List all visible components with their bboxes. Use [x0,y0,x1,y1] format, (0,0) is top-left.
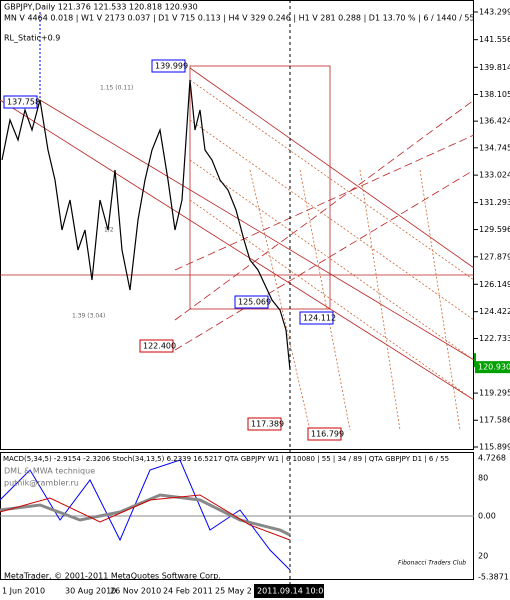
price-label: 126.149 [479,280,510,289]
price-label: 129.596 [479,225,510,234]
price-label: 122.733 [479,334,510,343]
indicator-axis-label: 4.7268 [478,454,506,463]
price-label: 141.556 [479,35,510,44]
indicator-axis-label: 20 [478,552,488,561]
price-box [247,417,282,431]
indicator-axis-label: 80 [478,474,488,483]
price-label: 124.422 [479,307,510,316]
price-box [299,311,334,325]
symbol-line: GBPJPY,Daily 121.376 121.533 120.818 120… [4,3,198,12]
annotation: 1/2 [104,227,114,234]
signal-line [0,494,291,541]
channel-line [39,99,475,361]
volume-bar [474,353,476,368]
date-label: 1 Jun 2010 [2,587,45,596]
price-box-label: 117.389 [251,420,284,429]
date-label: 25 May 2 [215,587,252,596]
price-box [151,59,186,73]
volumes-line: MN V 4464 0.018 | W1 V 2173 0.037 | D1 V… [4,14,475,23]
annotation: 1.15 (0.11) [100,85,133,92]
price-label: 117.586 [479,416,510,425]
copyright: MetaTrader, © 2001-2011 MetaQuotes Softw… [4,572,221,581]
indicator-axis-label: -5.3871 [478,573,509,582]
cursor-time-box [254,584,324,598]
indicator-plot [0,459,474,571]
price-label: 138.105 [479,90,510,99]
channel-line [189,67,475,269]
range-box [189,65,331,310]
price-label: 127.879 [479,252,510,261]
current-price-box [475,361,510,374]
fan-line [189,199,475,401]
channel-line [174,169,475,351]
indicator-axis-label: 0.00 [478,512,496,521]
date-label: 26 Nov 2010 [110,587,161,596]
price-label: 134.745 [479,143,510,152]
channel-line [0,99,475,401]
fan-line [189,119,475,321]
price-box-label: 116.799 [311,430,344,439]
price-box [139,339,174,353]
indicator-title: MACD(5,34,5) -2.9154 -2.3206 Stoch(34,13… [3,455,449,463]
price-label: 119.295 [479,389,510,398]
price-series [1,79,291,371]
email: putnik@rambler.ru [4,479,79,488]
price-label: 131.293 [479,198,510,207]
price-box-label: 137.758 [7,98,40,107]
cursor-time: 2011.09.14 10:00 [257,587,328,596]
channel-line [174,99,475,321]
price-box-label: 139.999 [155,62,188,71]
price-label: 139.814 [479,63,510,72]
price-box [307,427,342,441]
fib-lines [0,65,475,431]
price-label: 143.299 [479,8,510,17]
price-box [3,95,38,109]
channel-line [174,134,475,271]
main-frame [0,0,474,450]
fan-line [189,159,475,361]
fan-line [299,169,351,431]
macd-hist [0,493,291,537]
price-label: 136.424 [479,117,510,126]
price-label: 115.899 [479,443,510,452]
price-box-label: 122.400 [143,342,176,351]
indicator-name: RL_Static+0.9 [4,34,60,43]
price-box-label: 125.069 [238,298,271,307]
annotation: 1.39 (3.04) [72,313,105,320]
price-box-label: 124.112 [303,314,336,323]
credit: DML & MWA technique [4,467,95,476]
current-price: 120.930 [478,363,510,372]
price-box [234,295,269,309]
date-label: 30 Aug 2010 [65,587,116,596]
fan-line [249,169,311,431]
fan-line [189,79,475,281]
club: Fibonacci Traders Club [398,560,466,567]
date-label: 24 Feb 2011 [163,587,213,596]
price-label: 133.024 [479,171,510,180]
